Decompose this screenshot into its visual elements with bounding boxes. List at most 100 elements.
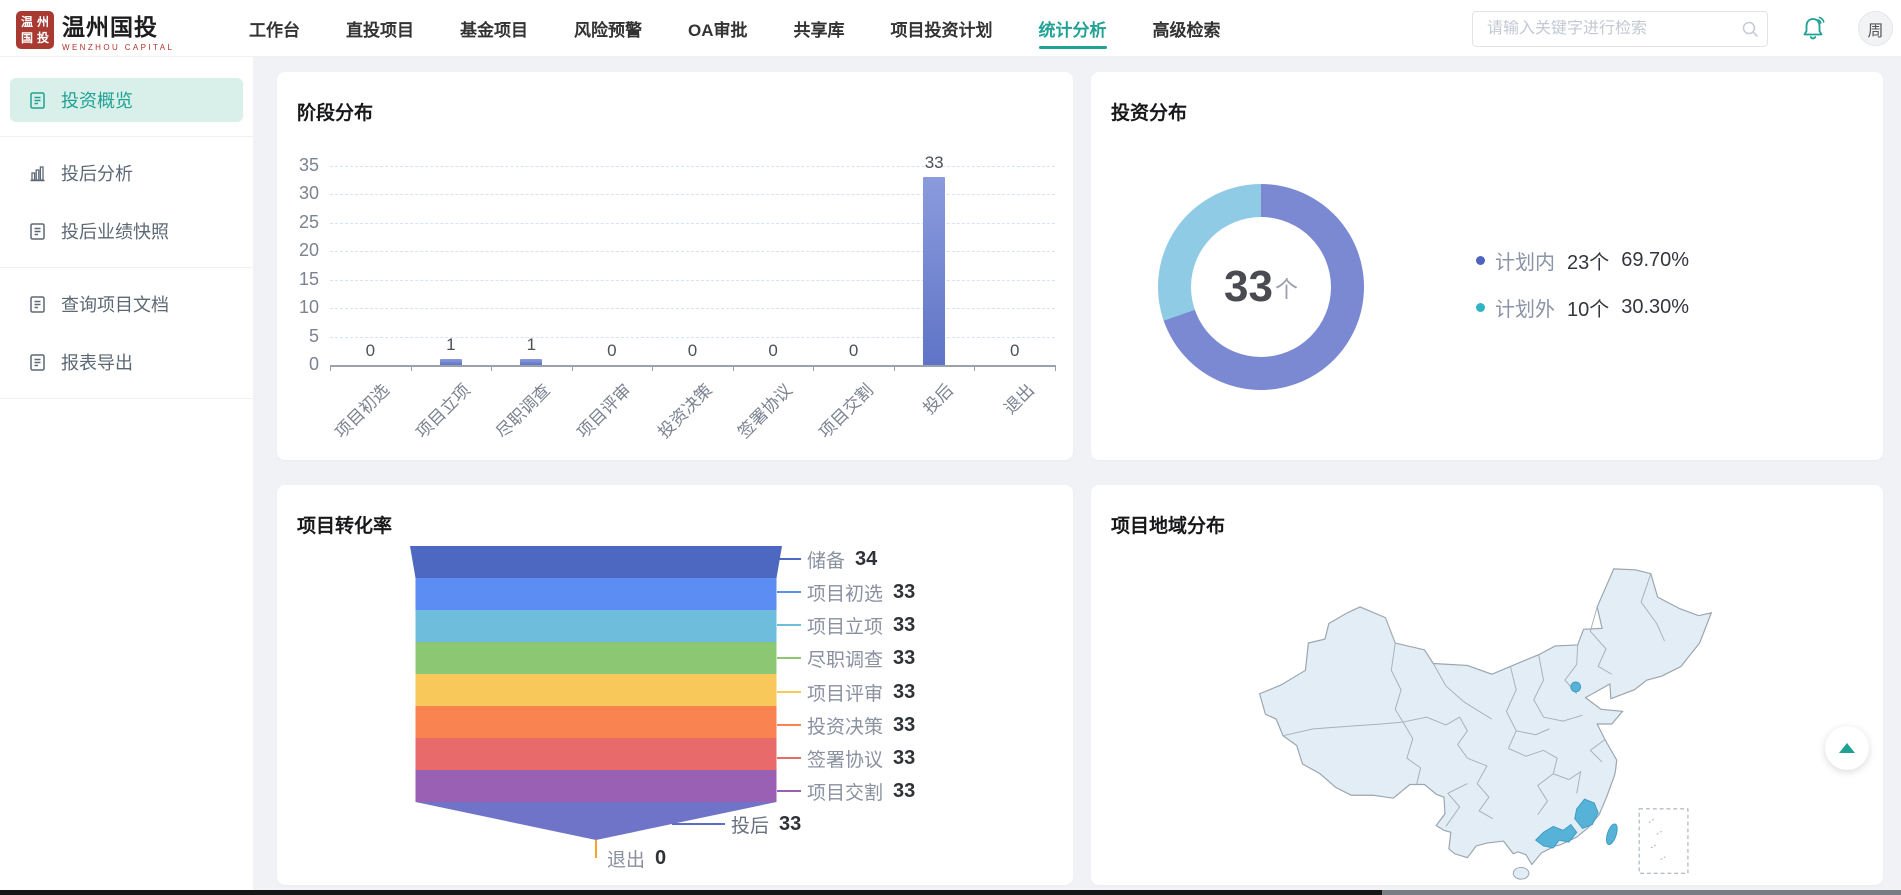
bar-value-label: 0 bbox=[365, 341, 376, 360]
legend-percent: 30.30% bbox=[1621, 296, 1690, 318]
sidebar-item-label: 报表导出 bbox=[61, 353, 133, 373]
bar-column bbox=[439, 359, 462, 365]
bar-y-axis-label: 20 bbox=[298, 240, 319, 261]
funnel-stage-name: 签署协议 bbox=[807, 749, 884, 771]
arrow-up-icon bbox=[1839, 743, 1855, 753]
nav-item-5[interactable]: 共享库 bbox=[793, 21, 845, 40]
bar-x-tick bbox=[491, 365, 493, 371]
bar-x-tick bbox=[571, 365, 573, 371]
bar-value-label: 1 bbox=[446, 335, 456, 355]
sidebar-item-2[interactable]: 投后业绩快照 bbox=[10, 209, 243, 253]
nav-item-7[interactable]: 统计分析 bbox=[1038, 0, 1107, 57]
conversion-funnel-card: 项目转化率 储备 34 项目初选 33 项目立项 33 尽职调查 33 项目评审 33 投资决策 33… bbox=[277, 485, 1073, 885]
search-input[interactable] bbox=[1473, 20, 1733, 38]
funnel-stage-value: 33 bbox=[893, 779, 916, 802]
bar-value-label: 0 bbox=[1009, 341, 1020, 360]
hainan-island bbox=[1512, 866, 1530, 880]
nav-item-0[interactable]: 工作台 bbox=[249, 21, 300, 40]
sidebar-item-3[interactable]: 查询项目文档 bbox=[10, 282, 243, 326]
bar-y-axis-label: 35 bbox=[298, 155, 319, 175]
bar-value-label: 0 bbox=[768, 341, 778, 360]
stage-distribution-card: 阶段分布 0 5 10 15 20 25 30 35 0 项目初选 1 项目立项 1 尽职调查 0 项目评审 0… bbox=[277, 72, 1073, 460]
legend-name: 计划内 bbox=[1495, 252, 1555, 274]
funnel-label-0: 储备 34 bbox=[777, 547, 877, 572]
funnel-leader-line bbox=[777, 691, 801, 693]
bar-y-axis-label: 25 bbox=[298, 211, 319, 232]
funnel-label-4: 项目评审 33 bbox=[777, 680, 915, 705]
donut-center-unit: 个 bbox=[1274, 276, 1298, 302]
funnel-stage-name: 投后 bbox=[731, 815, 770, 837]
bar-y-axis-label: 5 bbox=[308, 325, 319, 346]
funnel-leader-line bbox=[777, 591, 801, 593]
sidebar-item-label: 查询项目文档 bbox=[61, 295, 169, 315]
sidebar-item-4[interactable]: 报表导出 bbox=[10, 340, 243, 384]
user-avatar[interactable]: 周 bbox=[1858, 11, 1893, 46]
funnel-stage-name: 项目评审 bbox=[807, 683, 884, 705]
funnel-label-5: 投资决策 33 bbox=[777, 713, 916, 738]
funnel-stage-name: 投资决策 bbox=[807, 716, 884, 738]
legend-dot-icon bbox=[1476, 256, 1485, 265]
legend-item-1[interactable]: 计划外 10个 30.30% bbox=[1476, 293, 1689, 322]
china-map bbox=[1249, 563, 1719, 890]
donut-center: 33 个 bbox=[1191, 217, 1331, 357]
nav-item-4[interactable]: OA审批 bbox=[688, 21, 748, 40]
funnel-stage-value: 33 bbox=[779, 812, 802, 835]
nav-item-3[interactable]: 风险预警 bbox=[574, 21, 642, 40]
funnel-leader-line bbox=[777, 558, 801, 560]
sidebar-item-1[interactable]: 投后分析 bbox=[10, 151, 243, 195]
legend-count: 10个 bbox=[1567, 299, 1610, 321]
search-icon[interactable] bbox=[1733, 20, 1767, 38]
bar-gridline bbox=[330, 166, 1055, 167]
bar-category-label: 投资决策 bbox=[653, 380, 716, 443]
funnel-label-6: 签署协议 33 bbox=[777, 746, 915, 771]
bar-column bbox=[520, 359, 543, 365]
nav-item-6[interactable]: 项目投资计划 bbox=[890, 21, 993, 40]
donut-legend: 计划内 23个 69.70% 计划外 10个 30.30% bbox=[1476, 246, 1689, 322]
back-to-top-button[interactable] bbox=[1825, 726, 1869, 770]
highlight-fujian bbox=[1574, 798, 1599, 829]
funnel-label-1: 项目初选 33 bbox=[777, 580, 915, 605]
bar-category-label: 退出 bbox=[1000, 380, 1038, 419]
sidebar-divider bbox=[0, 267, 253, 268]
funnel-leader-line bbox=[777, 790, 801, 792]
brand-logo: 温州国投 温州国投 WENZHOU CAPITAL bbox=[16, 8, 174, 52]
notification-bell-icon[interactable] bbox=[1798, 14, 1828, 44]
stage-bar-chart: 0 5 10 15 20 25 30 35 0 项目初选 1 项目立项 1 尽职调查 0 项目评审 0 投资决策 0… bbox=[277, 72, 1073, 460]
region-distribution-card: 项目地域分布 bbox=[1091, 485, 1883, 885]
funnel-leader-line bbox=[777, 757, 801, 759]
brand-seal-icon: 温州国投 bbox=[16, 11, 54, 49]
bar-value-label: 0 bbox=[607, 341, 617, 360]
bar-x-tick bbox=[410, 365, 412, 371]
funnel-stage-1 bbox=[415, 578, 777, 610]
funnel-stage-6 bbox=[415, 738, 777, 770]
bar-gridline bbox=[330, 308, 1055, 310]
horizontal-scrollbar-thumb[interactable] bbox=[0, 890, 1382, 895]
bar-category-label: 项目评审 bbox=[573, 380, 635, 443]
bar-gridline bbox=[330, 194, 1055, 196]
bar-category-label: 项目交割 bbox=[815, 380, 877, 443]
bar-category-label: 签署协议 bbox=[734, 380, 797, 443]
south-sea-inset bbox=[1638, 808, 1689, 874]
funnel-label-7: 项目交割 33 bbox=[777, 779, 916, 804]
sidebar-divider bbox=[0, 136, 253, 137]
nav-item-8[interactable]: 高级检索 bbox=[1152, 21, 1221, 40]
sidebar-item-0[interactable]: 投资概览 bbox=[10, 78, 243, 122]
bar-y-axis-label: 15 bbox=[298, 268, 319, 289]
legend-count: 23个 bbox=[1567, 252, 1610, 274]
bar-category-label: 投后 bbox=[919, 380, 958, 419]
legend-dot-icon bbox=[1476, 303, 1485, 312]
nav-item-2[interactable]: 基金项目 bbox=[460, 21, 528, 40]
china-mainland bbox=[1258, 568, 1713, 866]
bar-x-tick bbox=[330, 365, 331, 371]
funnel-stage-value: 33 bbox=[893, 713, 916, 736]
bar-y-axis-label: 30 bbox=[298, 183, 319, 204]
nav-item-1[interactable]: 直投项目 bbox=[346, 21, 414, 40]
sidebar-item-label: 投后分析 bbox=[61, 164, 133, 184]
document-icon bbox=[28, 91, 47, 110]
legend-item-0[interactable]: 计划内 23个 69.70% bbox=[1476, 246, 1689, 275]
bar-gridline bbox=[330, 251, 1055, 253]
bar-value-label: 0 bbox=[848, 341, 859, 360]
bar-category-label: 项目立项 bbox=[412, 380, 474, 443]
global-search bbox=[1472, 11, 1768, 47]
bar-gridline bbox=[330, 336, 1055, 338]
